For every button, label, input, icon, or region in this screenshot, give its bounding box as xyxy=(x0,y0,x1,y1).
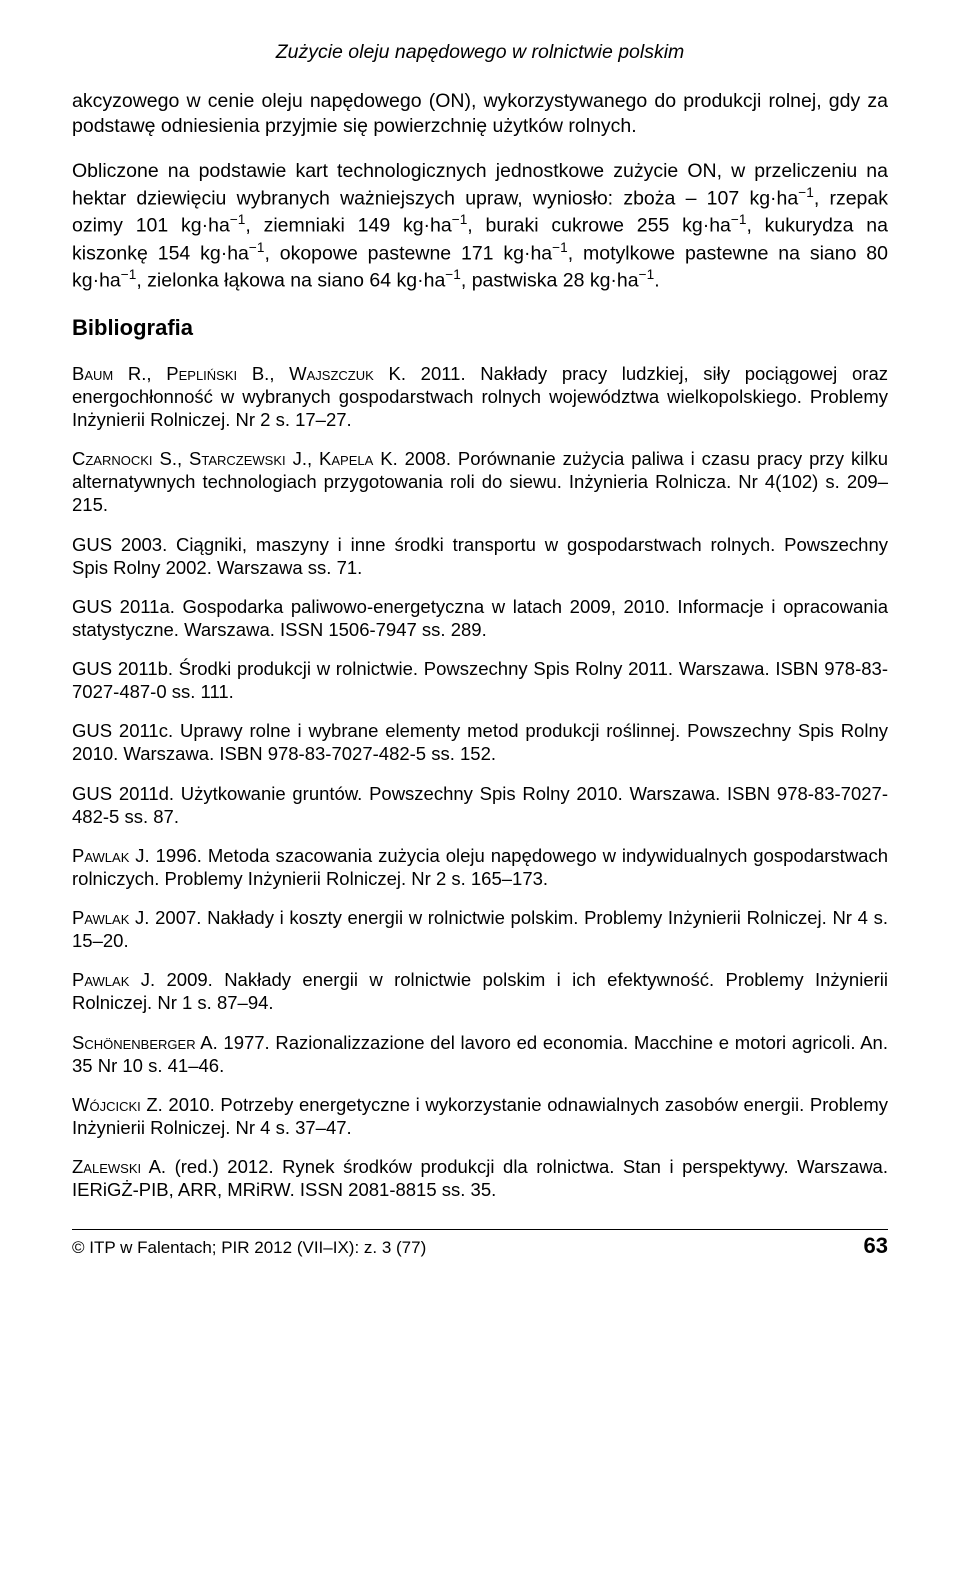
bibliography-entry: Czarnocki S., Starczewski J., Kapela K. … xyxy=(72,447,888,516)
bibliography-entry: Pawlak J. 2009. Nakłady energii w rolnic… xyxy=(72,968,888,1014)
bibliography-entry: Baum R., Pepliński B., Wajszczuk K. 2011… xyxy=(72,362,888,431)
running-header: Zużycie oleju napędowego w rolnictwie po… xyxy=(72,40,888,65)
bibliography-list: Baum R., Pepliński B., Wajszczuk K. 2011… xyxy=(72,362,888,1202)
bibliography-entry: GUS 2011a. Gospodarka paliwowo-energetyc… xyxy=(72,595,888,641)
page-footer: © ITP w Falentach; PIR 2012 (VII–IX): z.… xyxy=(72,1229,888,1260)
bibliography-entry: Pawlak J. 1996. Metoda szacowania zużyci… xyxy=(72,844,888,890)
bibliography-entry: Wójcicki Z. 2010. Potrzeby energetyczne … xyxy=(72,1093,888,1139)
bibliography-entry: GUS 2003. Ciągniki, maszyny i inne środk… xyxy=(72,533,888,579)
page-number: 63 xyxy=(864,1232,888,1260)
bibliography-entry: Pawlak J. 2007. Nakłady i koszty energii… xyxy=(72,906,888,952)
bibliography-entry: Schönenberger A. 1977. Razionalizzazione… xyxy=(72,1031,888,1077)
bibliography-entry: GUS 2011c. Uprawy rolne i wybrane elemen… xyxy=(72,719,888,765)
paragraph-continuation: akcyzowego w cenie oleju napędowego (ON)… xyxy=(72,89,888,139)
bibliography-entry: Zalewski A. (red.) 2012. Rynek środków p… xyxy=(72,1155,888,1201)
bibliography-heading: Bibliografia xyxy=(72,314,888,342)
paragraph-results: Obliczone na podstawie kart technologicz… xyxy=(72,159,888,294)
bibliography-entry: GUS 2011d. Użytkowanie gruntów. Powszech… xyxy=(72,782,888,828)
footer-citation: © ITP w Falentach; PIR 2012 (VII–IX): z.… xyxy=(72,1237,426,1259)
bibliography-entry: GUS 2011b. Środki produkcji w rolnictwie… xyxy=(72,657,888,703)
